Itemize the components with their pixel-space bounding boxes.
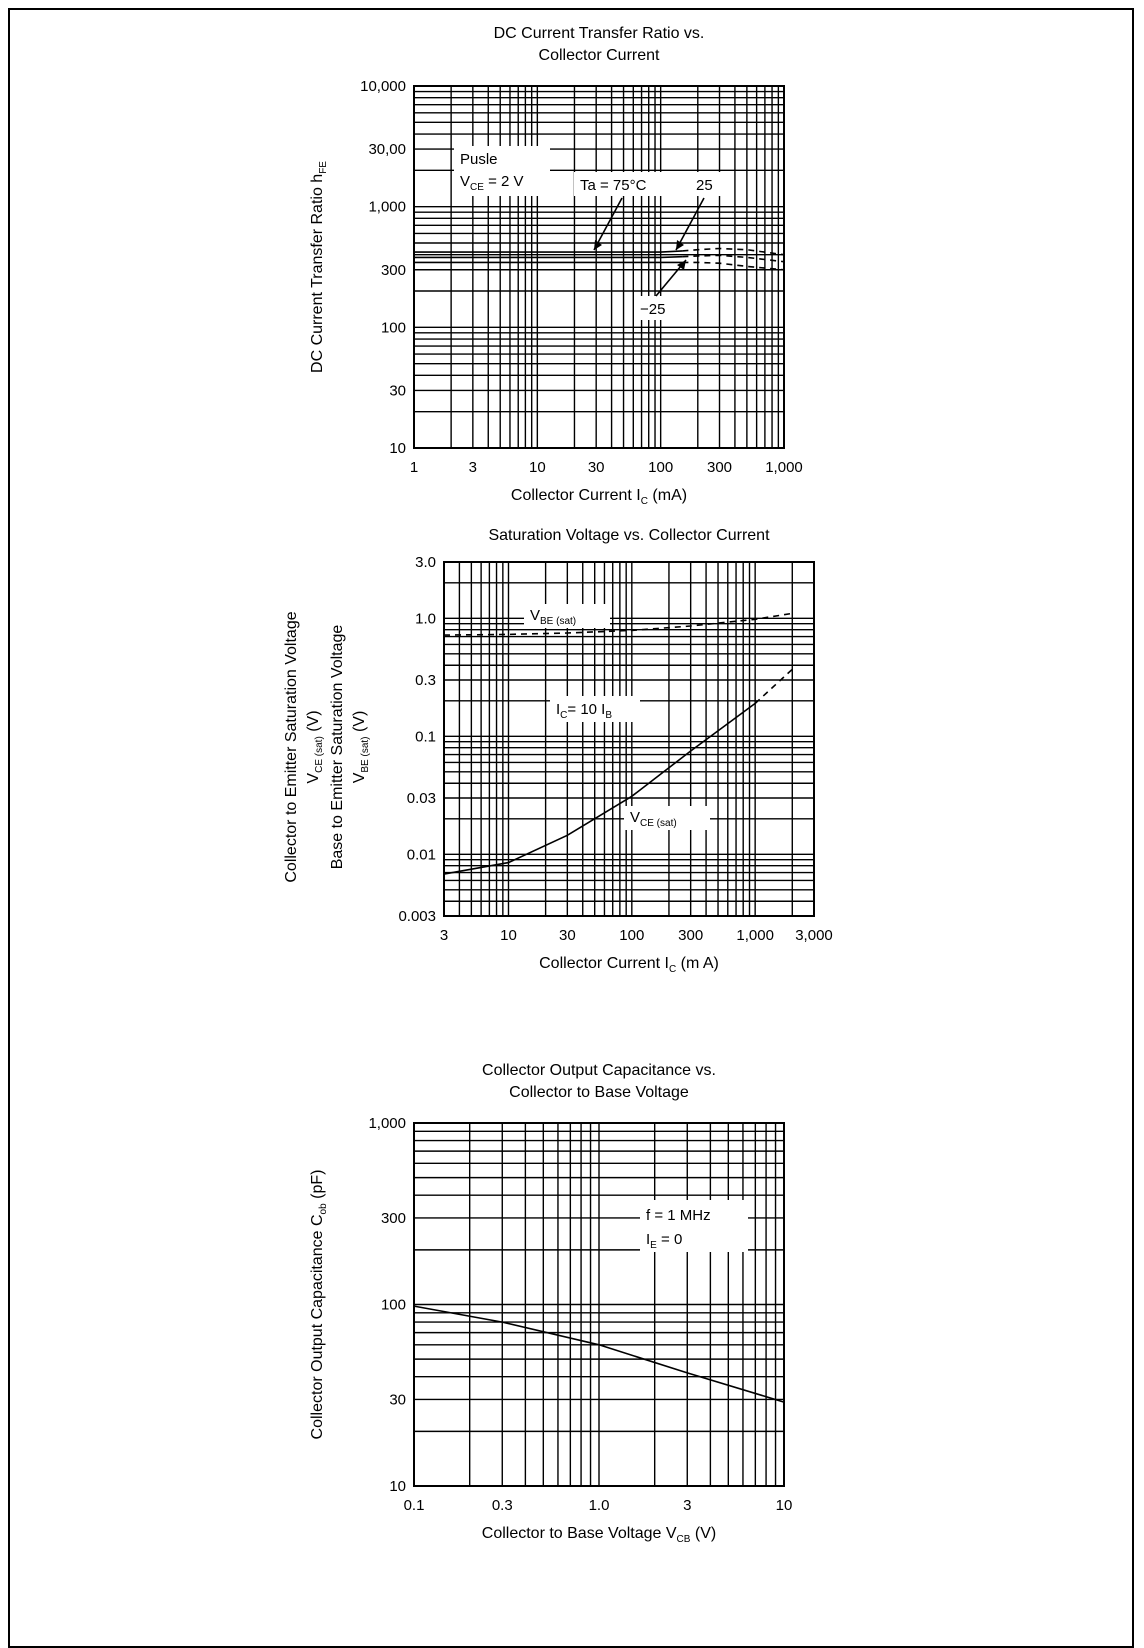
arrow-head (676, 240, 684, 250)
x-tick-label: 30 (588, 459, 605, 476)
annotation-m25: −25 (640, 301, 665, 318)
y-tick-label: 30,00 (368, 141, 406, 158)
x-tick-label: 10 (776, 1497, 793, 1514)
series-line (413, 1305, 785, 1403)
chart-2: Saturation Voltage vs. Collector Current… (283, 527, 833, 975)
x-tick-label: 300 (678, 927, 703, 944)
x-axis-label: Collector to Base Voltage VCB (V) (482, 1525, 716, 1545)
chart-title: Collector to Base Voltage (509, 1084, 689, 1101)
leader-line (675, 197, 705, 251)
annotation-box (524, 604, 610, 628)
chart-title: DC Current Transfer Ratio vs. (494, 25, 705, 42)
annotation-box (690, 172, 724, 196)
x-tick-label: 100 (648, 459, 673, 476)
annotation-vbe: VBE (sat) (530, 607, 576, 627)
chart-title: Saturation Voltage vs. Collector Current (488, 527, 770, 544)
y-tick-label: 0.01 (407, 846, 436, 863)
annotation-box (640, 1200, 748, 1252)
chart-1: DC Current Transfer Ratio vs. Collector C… (309, 25, 803, 507)
annotation-box (574, 172, 668, 196)
annotation-box (624, 806, 710, 830)
y-tick-label: 3.0 (415, 554, 436, 571)
y-tick-label: 10,000 (360, 78, 406, 95)
x-tick-label: 10 (529, 459, 546, 476)
x-tick-label: 3,000 (795, 927, 833, 944)
y-tick-label: 10 (389, 440, 406, 457)
x-tick-label: 300 (707, 459, 732, 476)
y-tick-label: 1.0 (415, 610, 436, 627)
y-tick-label: 1,000 (368, 199, 406, 216)
y-tick-label: 300 (381, 1210, 406, 1227)
annotation-box (636, 296, 676, 320)
y-axis-label: Collector Output Capacitance Cob (pF) (309, 1170, 329, 1440)
annotation-pulse: Pusle (460, 151, 498, 168)
x-tick-label: 1 (410, 459, 418, 476)
chart-3: Collector Output Capacitance vs. Collecto… (309, 1062, 792, 1545)
plot-frame (413, 85, 785, 449)
series-line (443, 702, 756, 875)
y-tick-label: 30 (389, 382, 406, 399)
x-tick-label: 0.3 (492, 1497, 513, 1514)
y-tick-label: 0.003 (398, 908, 436, 925)
plot-frame (413, 1122, 785, 1487)
y-tick-label: 100 (381, 1297, 406, 1314)
y-tick-label: 10 (389, 1478, 406, 1495)
x-tick-label: 1,000 (736, 927, 774, 944)
annotation-ic: IC= 10 IB (556, 701, 612, 721)
series-line (414, 250, 683, 253)
y-axis-label: VCE (sat) (V) (305, 710, 325, 783)
series-line (414, 255, 683, 259)
grid-lines (443, 561, 815, 917)
x-tick-label: 10 (500, 927, 517, 944)
y-tick-label: 0.1 (415, 728, 436, 745)
y-tick-label: 300 (381, 262, 406, 279)
annotation-box (454, 146, 550, 196)
annotation-vce: VCE (sat) (630, 809, 677, 829)
plot-frame (443, 561, 815, 917)
annotation-vce: VCE = 2 V (460, 173, 524, 193)
chart-title: Collector Current (539, 47, 660, 64)
annotation-ta: Ta = 75°C (580, 177, 647, 194)
x-axis-label: Collector Current IC (m A) (539, 955, 719, 975)
x-tick-label: 3 (683, 1497, 691, 1514)
annotation-box (550, 696, 640, 722)
annotation-ie: IE = 0 (646, 1231, 682, 1251)
y-tick-label: 1,000 (368, 1115, 406, 1132)
y-tick-label: 30 (389, 1391, 406, 1408)
series-line-dashed (754, 668, 793, 704)
annotation-freq: f = 1 MHz (646, 1207, 711, 1224)
x-tick-label: 30 (559, 927, 576, 944)
x-tick-label: 3 (440, 927, 448, 944)
chart-title: Collector Output Capacitance vs. (482, 1062, 716, 1079)
grid-lines (413, 85, 785, 449)
grid-lines (413, 1122, 785, 1487)
y-tick-label: 0.03 (407, 790, 436, 807)
series-line-dashed (682, 254, 785, 263)
x-tick-label: 1.0 (589, 1497, 610, 1514)
y-axis-label: Collector to Emitter Saturation Voltage (283, 611, 300, 882)
x-tick-label: 1,000 (765, 459, 803, 476)
x-tick-label: 0.1 (404, 1497, 425, 1514)
arrow-head (677, 260, 686, 270)
x-tick-label: 3 (469, 459, 477, 476)
arrow-head (594, 240, 602, 250)
x-tick-label: 100 (619, 927, 644, 944)
y-axis-label: DC Current Transfer Ratio hFE (309, 161, 329, 373)
x-axis-label: Collector Current IC (mA) (511, 487, 687, 507)
y-tick-label: 0.3 (415, 672, 436, 689)
annotation-25: 25 (696, 177, 713, 194)
y-axis-label: Base to Emitter Saturation Voltage (329, 625, 346, 870)
y-axis-label: VBE (sat) (V) (351, 711, 371, 784)
y-tick-label: 100 (381, 319, 406, 336)
series-line-dashed (682, 261, 785, 271)
series-line-dashed (443, 612, 793, 636)
leader-line (593, 197, 623, 251)
series-line-dashed (682, 247, 785, 256)
